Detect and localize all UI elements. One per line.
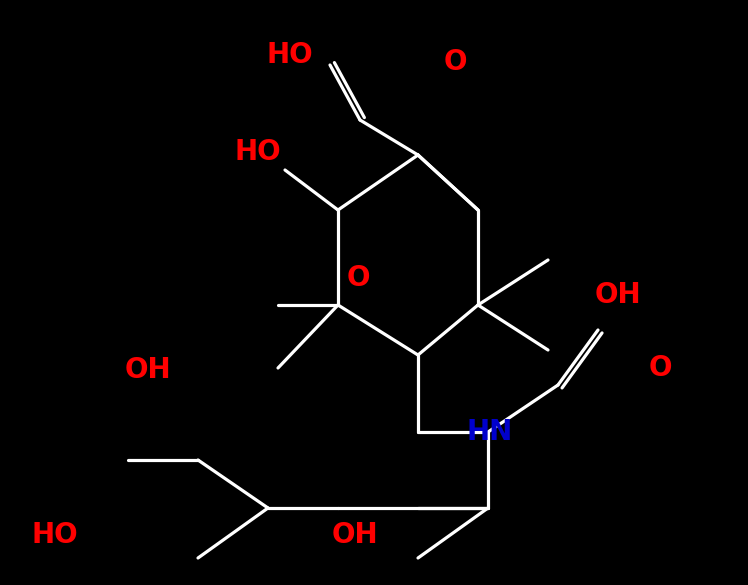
Text: OH: OH — [595, 281, 641, 309]
Text: O: O — [346, 264, 370, 292]
Text: O: O — [444, 48, 467, 76]
Text: HO: HO — [267, 41, 313, 69]
Text: HO: HO — [31, 521, 79, 549]
Text: OH: OH — [125, 356, 171, 384]
Text: HN: HN — [467, 418, 513, 446]
Text: OH: OH — [331, 521, 378, 549]
Text: HO: HO — [235, 138, 281, 166]
Text: O: O — [649, 354, 672, 382]
